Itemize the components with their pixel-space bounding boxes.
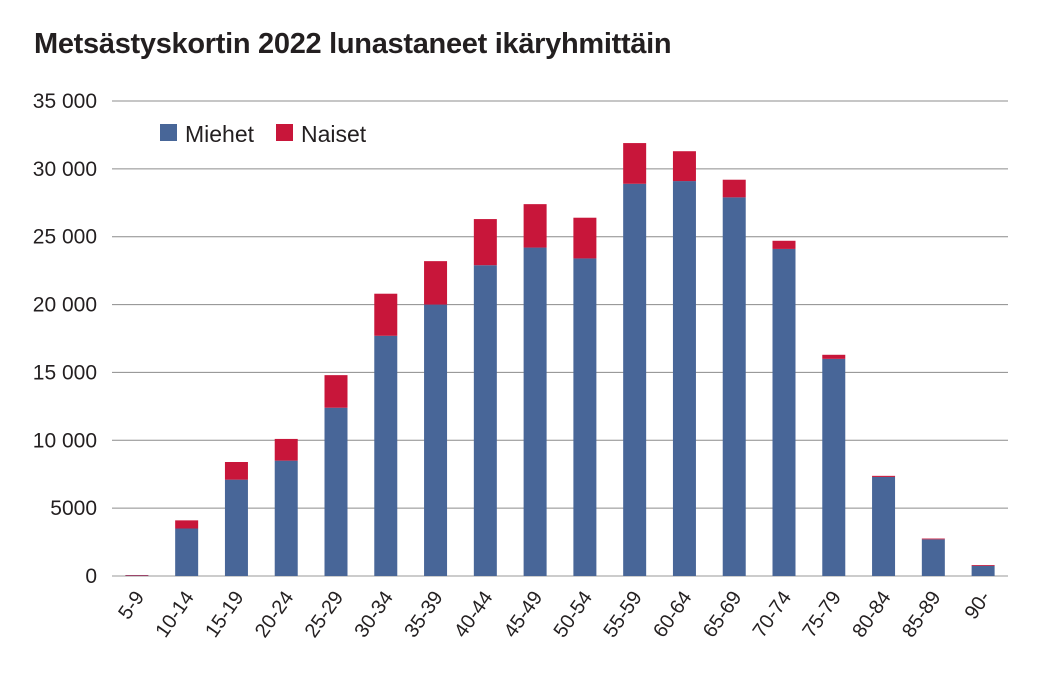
x-tick-label: 55-59 <box>599 587 646 642</box>
x-tick-label: 20-24 <box>251 587 298 642</box>
y-tick-label: 10 000 <box>33 429 97 452</box>
x-axis-tick-labels: 5-9 10-14 15-19 20-24 25-29 30-34 35-39 40-44 45… <box>114 587 995 642</box>
bar-naiset-85-89 <box>921 538 945 540</box>
x-tick-label: 75-79 <box>799 587 846 642</box>
bar-naiset-70-74 <box>772 240 796 249</box>
x-tick-label: 5-9 <box>114 587 149 623</box>
bar-miehet-20-24 <box>274 460 298 576</box>
bar-naiset-90- <box>971 565 995 566</box>
x-tick-label: 90- <box>961 587 996 623</box>
bar-naiset-25-29 <box>324 375 348 408</box>
x-tick-label: 35-39 <box>400 587 447 642</box>
y-tick-label: 15 000 <box>33 361 97 384</box>
bar-naiset-60-64 <box>672 151 696 182</box>
bar-miehet-15-19 <box>224 479 248 576</box>
legend: Miehet Naiset <box>160 121 367 147</box>
bar-miehet-50-54 <box>573 258 597 576</box>
bars <box>125 143 995 577</box>
bar-naiset-40-44 <box>473 219 497 266</box>
bar-naiset-75-79 <box>822 354 846 359</box>
legend-swatch-naiset <box>276 124 293 141</box>
bar-naiset-65-69 <box>722 179 746 198</box>
bar-naiset-50-54 <box>573 217 597 259</box>
bar-miehet-70-74 <box>772 248 796 576</box>
legend-label-naiset: Naiset <box>301 121 367 147</box>
bar-miehet-45-49 <box>523 247 547 577</box>
bar-miehet-85-89 <box>921 539 945 576</box>
y-tick-label: 0 <box>85 565 97 588</box>
bar-naiset-5-9 <box>125 575 149 576</box>
y-tick-label: 5000 <box>50 497 97 520</box>
bar-miehet-65-69 <box>722 197 746 576</box>
bar-miehet-90- <box>971 565 995 576</box>
x-tick-label: 70-74 <box>749 587 796 642</box>
bar-miehet-75-79 <box>822 358 846 576</box>
x-tick-label: 60-64 <box>649 587 696 642</box>
bar-miehet-80-84 <box>872 476 896 576</box>
bar-naiset-15-19 <box>224 462 248 480</box>
y-tick-label: 20 000 <box>33 294 97 317</box>
x-tick-label: 40-44 <box>450 587 497 642</box>
bar-miehet-30-34 <box>374 335 398 576</box>
x-tick-label: 85-89 <box>898 587 945 642</box>
x-tick-label: 45-49 <box>500 587 547 642</box>
bar-miehet-10-14 <box>175 528 199 576</box>
x-tick-label: 10-14 <box>151 587 198 642</box>
x-tick-label: 15-19 <box>201 587 248 642</box>
legend-label-miehet: Miehet <box>185 121 255 147</box>
bar-naiset-55-59 <box>623 143 647 184</box>
x-tick-label: 65-69 <box>699 587 746 642</box>
legend-swatch-miehet <box>160 124 177 141</box>
x-tick-label: 50-54 <box>550 587 597 642</box>
y-tick-label: 30 000 <box>33 158 97 181</box>
bar-miehet-55-59 <box>623 183 647 577</box>
bar-naiset-30-34 <box>374 293 398 336</box>
y-tick-label: 35 000 <box>33 90 97 113</box>
bar-naiset-35-39 <box>424 261 448 305</box>
bar-naiset-20-24 <box>274 438 298 461</box>
bar-naiset-10-14 <box>175 520 199 529</box>
y-tick-label: 25 000 <box>33 226 97 249</box>
bar-naiset-45-49 <box>523 204 547 248</box>
bar-miehet-35-39 <box>424 304 448 576</box>
y-axis-tick-labels: 0 5000 10 000 15 000 20 000 25 000 30 000 35 00… <box>33 90 97 588</box>
bar-miehet-25-29 <box>324 407 348 576</box>
bar-miehet-40-44 <box>473 265 497 576</box>
x-tick-label: 25-29 <box>301 587 348 642</box>
bar-naiset-80-84 <box>872 475 896 477</box>
chart-title: Metsästyskortin 2022 lunastaneet ikäryhm… <box>34 28 672 60</box>
x-tick-label: 80-84 <box>848 587 895 642</box>
x-tick-label: 30-34 <box>351 587 398 642</box>
bar-miehet-60-64 <box>672 181 696 577</box>
gridlines <box>112 100 1008 577</box>
